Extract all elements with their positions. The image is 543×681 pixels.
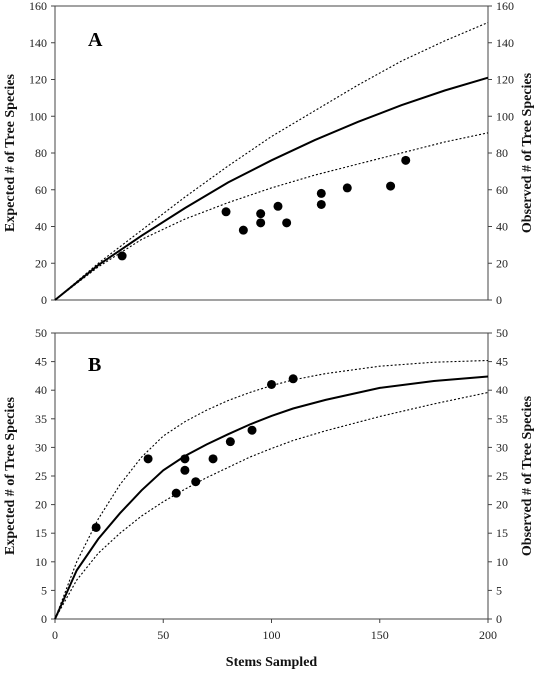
panel-a-observed-point <box>256 218 266 228</box>
panel-b-x-tick-label: 0 <box>52 628 58 642</box>
panel-b-observed-point <box>143 454 153 464</box>
panel-b-y-tick-label-right: 15 <box>496 526 508 540</box>
panel-a-y-tick-label-left: 100 <box>29 109 47 123</box>
panel-a-observed-point <box>342 183 352 193</box>
panel-b-x-tick-label: 200 <box>479 628 497 642</box>
panel-a-y-tick-label-left: 140 <box>29 36 47 50</box>
panel-b-y-tick-label-right: 0 <box>496 612 502 626</box>
panel-a-y-tick-label-left: 120 <box>29 73 47 87</box>
panel-b-observed-point <box>180 454 190 464</box>
panel-a-y-tick-label-left: 160 <box>29 0 47 13</box>
panel-a-observed-point <box>117 251 127 261</box>
panel-a-observed-point <box>256 209 266 219</box>
panel-a-y-tick-label-left: 40 <box>35 220 47 234</box>
panel-a-label: A <box>88 29 103 51</box>
panel-b-observed-point <box>171 488 181 498</box>
panel-a-observed-point <box>282 218 292 228</box>
panel-b-x-tick-label: 100 <box>263 628 281 642</box>
panel-b-y-tick-label-right: 30 <box>496 440 508 454</box>
panel-b-y-tick-label-left: 15 <box>35 526 47 540</box>
panel-b-y-tick-label-left: 30 <box>35 440 47 454</box>
panel-b-y-tick-label-left: 5 <box>41 583 47 597</box>
panel-b-y-tick-label-right: 40 <box>496 383 508 397</box>
panel-b-y-tick-label-right: 35 <box>496 412 508 426</box>
panel-b-observed-point <box>91 522 101 532</box>
panel-b-x-axis-label: Stems Sampled <box>226 655 318 670</box>
panel-a-y-tick-label-right: 140 <box>496 36 514 50</box>
panel-b-observed-point <box>208 454 218 464</box>
panel-b-y-axis-label-right: Observed # of Tree Species <box>520 395 535 556</box>
panel-a-y-axis-label-left: Expected # of Tree Species <box>3 74 18 232</box>
panel-a-observed-point <box>316 199 326 209</box>
panel-b-observed-point <box>267 379 276 389</box>
panel-b-y-tick-label-left: 20 <box>35 498 47 512</box>
panel-a-y-tick-label-left: 80 <box>35 146 47 160</box>
panel-b-y-tick-label-left: 50 <box>35 326 47 340</box>
panel-b-label: B <box>88 354 101 376</box>
panel-b-observed-point <box>225 437 235 447</box>
panel-a-y-tick-label-left: 60 <box>35 183 47 197</box>
panel-b-observed-point <box>180 465 190 475</box>
panel-b-y-tick-label-left: 10 <box>35 555 47 569</box>
panel-b-observed-point <box>191 477 201 487</box>
panel-b-y-tick-label-left: 35 <box>35 412 47 426</box>
panel-b-expected-curve <box>54 375 489 620</box>
panel-b-x-tick-label: 50 <box>157 628 169 642</box>
panel-a-upper-curve <box>54 21 489 301</box>
panel-a-y-tick-label-right: 0 <box>496 293 502 307</box>
panel-b-observed-point <box>247 425 257 435</box>
panel-b-y-tick-label-right: 45 <box>496 355 508 369</box>
panel-b-y-tick-label-left: 25 <box>35 469 47 483</box>
panel-b-upper-curve <box>54 359 489 620</box>
panel-b-y-tick-label-right: 25 <box>496 469 508 483</box>
panel-a-y-tick-label-left: 0 <box>41 293 47 307</box>
panel-b-y-axis-label-left: Expected # of Tree Species <box>3 397 18 555</box>
panel-a-observed-point <box>273 201 283 211</box>
panel-a-y-tick-label-right: 60 <box>496 183 508 197</box>
panel-b-observed-point <box>288 374 298 384</box>
panel-b-y-tick-label-left: 45 <box>35 355 47 369</box>
panel-a-observed-point <box>238 225 248 235</box>
panel-b-lower-curve <box>54 391 489 620</box>
panel-a-y-tick-label-right: 40 <box>496 220 508 234</box>
panel-b-y-tick-label-right: 5 <box>496 583 502 597</box>
panel-a-observed-point <box>386 181 396 191</box>
panel-a-observed-point <box>221 207 231 217</box>
panel-b-y-tick-label-left: 0 <box>41 612 47 626</box>
panel-a-y-axis-label-right: Observed # of Tree Species <box>520 72 535 233</box>
panel-a-y-tick-label-right: 100 <box>496 109 514 123</box>
panel-b-y-tick-label-left: 40 <box>35 383 47 397</box>
panel-a-expected-curve <box>54 76 489 301</box>
panel-a-lower-curve <box>54 132 489 301</box>
panel-b-y-tick-label-right: 10 <box>496 555 508 569</box>
panel-a-observed-point <box>401 155 411 165</box>
panel-a-observed-point <box>316 188 326 198</box>
panel-a-y-tick-label-right: 160 <box>496 0 514 13</box>
panel-b-y-tick-label-right: 20 <box>496 498 508 512</box>
panel-b-plot-frame <box>54 332 489 620</box>
panel-a-y-tick-label-left: 20 <box>35 256 47 270</box>
panel-b-y-tick-label-right: 50 <box>496 326 508 340</box>
panel-b-x-tick-label: 150 <box>371 628 389 642</box>
panel-a-y-tick-label-right: 120 <box>496 73 514 87</box>
panel-a-y-tick-label-right: 80 <box>496 146 508 160</box>
panel-a-y-tick-label-right: 20 <box>496 256 508 270</box>
